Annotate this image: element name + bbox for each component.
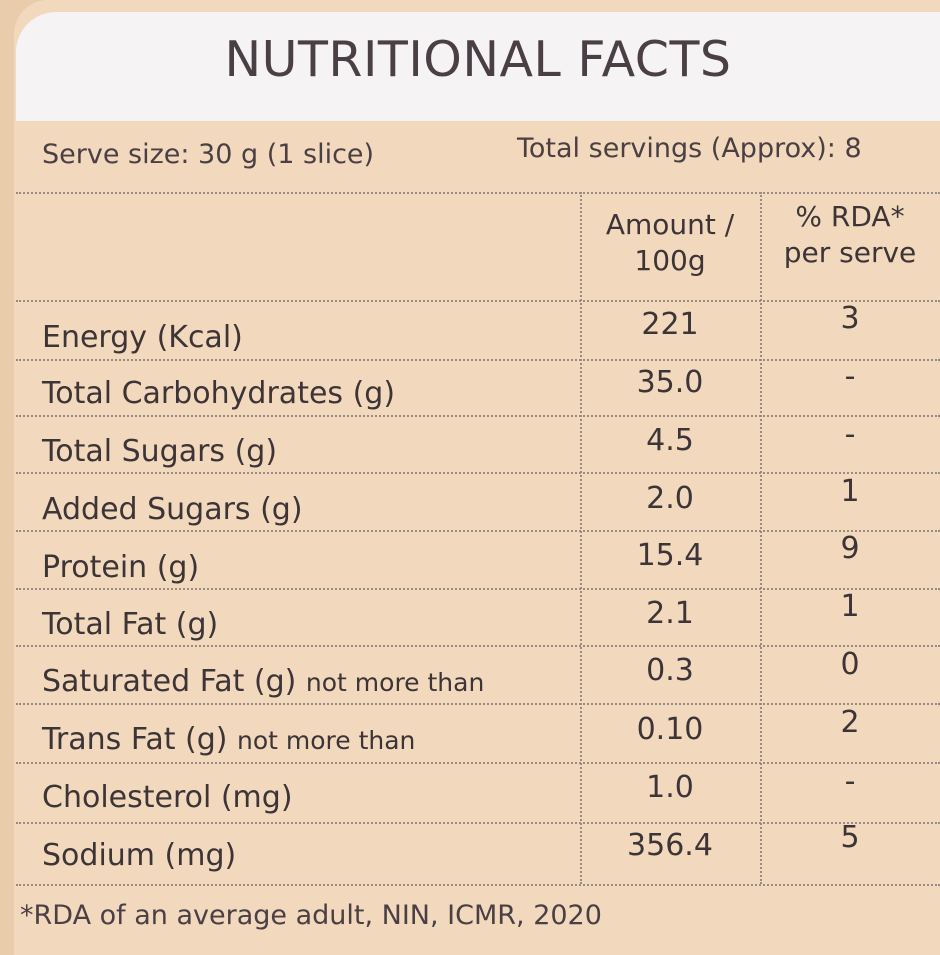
row-divider bbox=[16, 472, 940, 474]
nutrient-name: Protein (g) bbox=[42, 550, 200, 585]
nutrient-label: Cholesterol (mg) bbox=[42, 778, 293, 818]
rda-value: 3 bbox=[840, 301, 860, 336]
nutrient-name: Energy (Kcal) bbox=[42, 320, 243, 355]
nutrient-label: Energy (Kcal) bbox=[42, 318, 243, 358]
amount-value: 15.4 bbox=[636, 538, 704, 573]
row-divider bbox=[16, 415, 940, 417]
nutrient-name: Sodium (mg) bbox=[42, 838, 237, 873]
row-divider bbox=[16, 703, 940, 705]
rda-value: 0 bbox=[840, 647, 860, 682]
row-divider bbox=[16, 645, 940, 647]
nutrient-note: not more than bbox=[237, 726, 416, 755]
row-divider bbox=[16, 822, 940, 824]
nutrient-label: Total Carbohydrates (g) bbox=[42, 374, 395, 414]
label-panel bbox=[14, 0, 940, 955]
amount-value: 1.0 bbox=[646, 770, 694, 805]
nutrient-label: Trans Fat (g) not more than bbox=[42, 720, 415, 761]
nutrient-name: Total Sugars (g) bbox=[42, 434, 278, 469]
amount-value: 2.0 bbox=[646, 481, 694, 516]
row-divider bbox=[16, 588, 940, 590]
nutrient-label: Added Sugars (g) bbox=[42, 490, 303, 530]
rda-value: 9 bbox=[840, 531, 860, 566]
label-title: NUTRITIONAL FACTS bbox=[224, 31, 732, 88]
amount-value: 221 bbox=[641, 307, 699, 342]
table-top-border bbox=[16, 192, 940, 194]
nutrient-name: Added Sugars (g) bbox=[42, 492, 303, 527]
amount-header-line2: 100g bbox=[634, 244, 706, 277]
title-banner bbox=[16, 12, 940, 121]
header-divider bbox=[16, 300, 940, 302]
table-bottom-border bbox=[16, 884, 940, 886]
rda-value: 1 bbox=[840, 589, 860, 624]
column-divider bbox=[580, 192, 582, 884]
rda-footnote: *RDA of an average adult, NIN, ICMR, 202… bbox=[20, 900, 602, 931]
rda-header-line1: % RDA* bbox=[795, 200, 905, 233]
column-divider bbox=[760, 192, 762, 884]
nutrient-note: not more than bbox=[305, 668, 485, 697]
nutrient-name: Total Carbohydrates (g) bbox=[42, 376, 396, 411]
nutrient-label: Saturated Fat (g) not more than bbox=[42, 662, 484, 703]
row-divider bbox=[16, 762, 940, 764]
nutrient-label: Sodium (mg) bbox=[42, 836, 236, 876]
rda-value: 1 bbox=[840, 474, 860, 509]
amount-header-line1: Amount / bbox=[605, 208, 735, 241]
nutrient-label: Total Sugars (g) bbox=[42, 432, 277, 472]
nutrient-label: Total Fat (g) bbox=[42, 605, 218, 645]
nutrient-name: Trans Fat (g) bbox=[42, 722, 228, 757]
amount-value: 0.3 bbox=[646, 653, 694, 688]
nutrient-name: Cholesterol (mg) bbox=[42, 780, 293, 815]
nutrient-name: Total Fat (g) bbox=[42, 607, 219, 642]
rda-value: 2 bbox=[840, 705, 860, 740]
rda-value: - bbox=[844, 359, 856, 394]
rda-value: - bbox=[844, 417, 856, 452]
amount-value: 4.5 bbox=[646, 423, 694, 458]
nutrient-name: Saturated Fat (g) bbox=[42, 664, 297, 699]
rda-value: 5 bbox=[840, 820, 860, 855]
amount-value: 356.4 bbox=[627, 828, 713, 863]
total-servings: Total servings (Approx): 8 bbox=[517, 133, 862, 164]
rda-column-header: % RDA* per serve bbox=[760, 199, 940, 271]
row-divider bbox=[16, 530, 940, 532]
nutrient-label: Protein (g) bbox=[42, 548, 199, 588]
amount-column-header: Amount / 100g bbox=[580, 207, 760, 279]
row-divider bbox=[16, 359, 940, 361]
rda-value: - bbox=[844, 764, 856, 799]
amount-value: 0.10 bbox=[636, 712, 704, 747]
amount-value: 2.1 bbox=[646, 596, 694, 631]
rda-header-line2: per serve bbox=[783, 236, 917, 269]
amount-value: 35.0 bbox=[636, 365, 704, 400]
serve-size: Serve size: 30 g (1 slice) bbox=[42, 139, 375, 170]
